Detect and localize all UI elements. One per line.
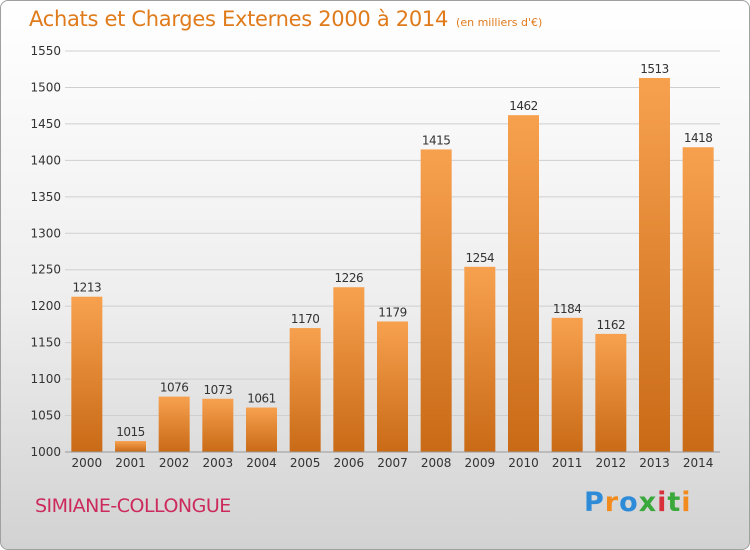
logo-letter: r xyxy=(604,487,620,518)
title-unit: (en milliers d'€) xyxy=(456,16,543,29)
data-label-2010: 1462 xyxy=(509,99,538,113)
x-tick-label-2005: 2005 xyxy=(290,456,321,470)
bar-2014 xyxy=(682,147,714,453)
bar-2009 xyxy=(464,266,496,452)
y-tick-label: 1450 xyxy=(30,117,61,131)
x-tick-label-2013: 2013 xyxy=(639,456,670,470)
data-label-2001: 1015 xyxy=(116,425,145,439)
y-axis-ticks: 1000 1050 1100 1150 1200 1250 1300 1350 1400 1450… xyxy=(30,44,61,459)
y-tick-label: 1150 xyxy=(30,336,61,350)
y-tick-label: 1100 xyxy=(30,372,61,386)
data-label-2014: 1418 xyxy=(684,131,713,145)
data-label-2002: 1076 xyxy=(160,381,189,395)
data-label-2000: 1213 xyxy=(73,281,102,295)
data-label-2012: 1162 xyxy=(597,318,626,332)
y-tick-label: 1500 xyxy=(30,80,61,94)
y-tick-label: 1550 xyxy=(30,44,61,58)
bar-2010 xyxy=(508,115,539,452)
logo-letter: i xyxy=(681,487,692,518)
x-tick-label-2010: 2010 xyxy=(508,456,539,470)
data-label-2007: 1179 xyxy=(378,305,407,319)
bar-2001 xyxy=(115,441,146,452)
bar-2004 xyxy=(246,407,277,452)
data-labels: 1213 1015 1076 1073 1061 1170 1226 1179 1415 1254… xyxy=(73,62,713,439)
logo-letter: P xyxy=(584,487,605,518)
data-label-2006: 1226 xyxy=(335,271,364,285)
x-tick-label-2004: 2004 xyxy=(246,456,277,470)
logo-letter: t xyxy=(667,487,682,518)
data-label-2004: 1061 xyxy=(247,392,276,406)
bar-2011 xyxy=(551,317,583,452)
y-tick-label: 1000 xyxy=(30,445,61,459)
y-tick-label: 1250 xyxy=(30,263,61,277)
x-tick-label-2006: 2006 xyxy=(334,456,365,470)
x-tick-label-2002: 2002 xyxy=(159,456,190,470)
x-tick-label-2000: 2000 xyxy=(72,456,103,470)
logo-letter: i xyxy=(657,487,668,518)
logo-letter: x xyxy=(638,487,658,518)
x-axis-ticks: 2000 2001 2002 2003 2004 2005 2006 2007 2008 2009… xyxy=(72,456,714,470)
data-label-2011: 1184 xyxy=(553,302,582,316)
data-label-2009: 1254 xyxy=(466,251,495,265)
bar-2008 xyxy=(420,149,452,452)
x-tick-label-2008: 2008 xyxy=(421,456,452,470)
bar-2002 xyxy=(158,396,190,452)
data-label-2003: 1073 xyxy=(204,383,233,397)
bars xyxy=(71,77,714,453)
x-tick-label-2009: 2009 xyxy=(465,456,496,470)
y-tick-label: 1400 xyxy=(30,153,61,167)
bar-2006 xyxy=(333,287,365,452)
x-tick-label-2014: 2014 xyxy=(683,456,714,470)
bar-2000 xyxy=(71,296,103,452)
chart-title: Achats et Charges Externes 2000 à 2014 (e… xyxy=(29,7,542,31)
proxiti-logo: Proxiti xyxy=(584,487,692,518)
bar-2005 xyxy=(289,328,321,452)
x-tick-label-2007: 2007 xyxy=(377,456,408,470)
y-tick-label: 1300 xyxy=(30,226,61,240)
x-tick-label-2011: 2011 xyxy=(552,456,583,470)
x-tick-label-2012: 2012 xyxy=(596,456,627,470)
bar-2013 xyxy=(639,77,670,452)
logo-letter: o xyxy=(619,487,639,518)
y-tick-label: 1200 xyxy=(30,299,61,313)
bar-2012 xyxy=(595,333,627,452)
y-tick-label: 1350 xyxy=(30,190,61,204)
data-label-2005: 1170 xyxy=(291,312,320,326)
data-label-2008: 1415 xyxy=(422,133,451,147)
bar-2007 xyxy=(377,321,408,452)
commune-name: SIMIANE-COLLONGUE xyxy=(35,495,231,517)
x-tick-label-2003: 2003 xyxy=(203,456,234,470)
x-tick-label-2001: 2001 xyxy=(115,456,146,470)
title-text: Achats et Charges Externes 2000 à 2014 xyxy=(29,7,449,31)
data-label-2013: 1513 xyxy=(640,62,669,76)
bar-2003 xyxy=(202,398,234,452)
y-tick-label: 1050 xyxy=(30,409,61,423)
